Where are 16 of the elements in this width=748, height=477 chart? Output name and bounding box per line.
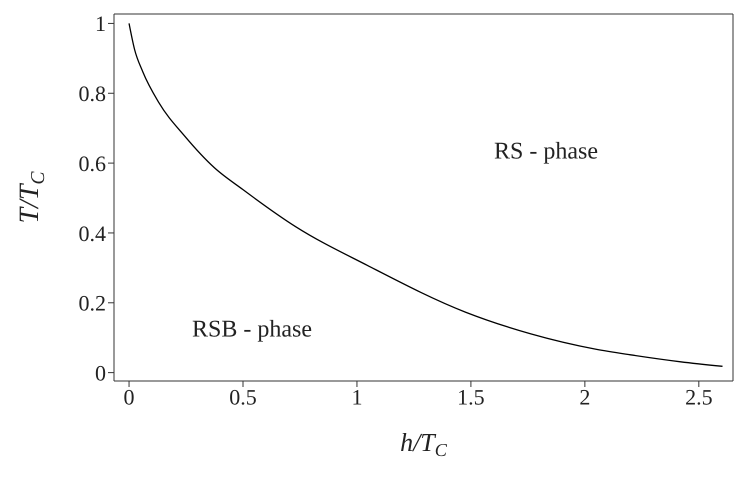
x-tick-label: 0 xyxy=(124,384,135,410)
x-tick-label: 2 xyxy=(579,384,590,410)
y-tick-label: 0.2 xyxy=(78,290,106,316)
annotation: RS - phase xyxy=(494,138,598,166)
x-tick-label: 1.5 xyxy=(457,384,485,410)
x-tick-label: 2.5 xyxy=(685,384,713,410)
x-tick-label: 0.5 xyxy=(229,384,257,410)
y-tick-label: 0 xyxy=(95,360,106,386)
x-axis-title: h/T$_{C}$ xyxy=(400,428,448,460)
annotation: RSB - phase xyxy=(192,316,312,344)
y-tick-label: 0.8 xyxy=(78,81,106,106)
y-tick-label: 0.4 xyxy=(78,220,106,246)
x-tick-label: 1 xyxy=(351,384,362,410)
y-tick-label: 1 xyxy=(95,11,106,36)
y-tick-label: 0.6 xyxy=(78,150,106,176)
line-series xyxy=(128,22,724,367)
